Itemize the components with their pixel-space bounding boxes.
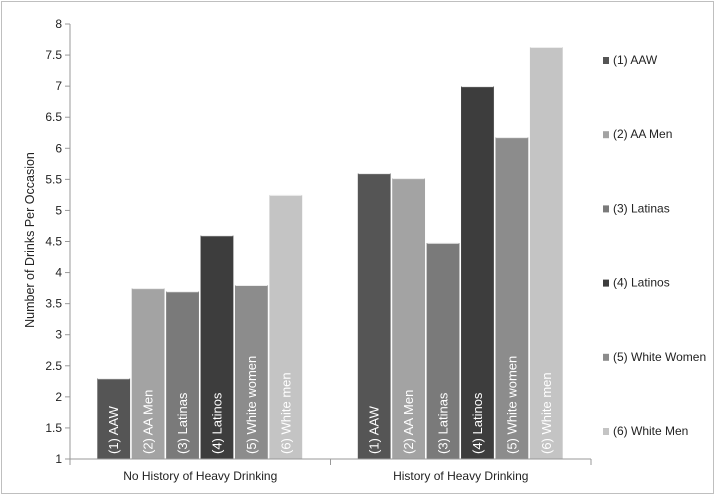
- bar: [391, 177, 426, 460]
- bar: [426, 242, 461, 460]
- y-tick-label: 6.5: [45, 110, 62, 124]
- x-axis-categories: No History of Heavy Drinking History of H…: [69, 458, 592, 483]
- bar-label: (2) AA Men: [401, 390, 416, 454]
- bar: [234, 284, 269, 460]
- y-tick-label: 4.5: [45, 235, 62, 249]
- y-tick-label: 2.5: [45, 359, 62, 373]
- y-tick-label: 3.5: [45, 297, 62, 311]
- legend-swatch: [603, 428, 609, 435]
- y-axis-title: Number of Drinks Per Occasion: [23, 152, 37, 328]
- y-tick-label: 7: [55, 79, 62, 93]
- bar-label: (4) Latinos: [470, 392, 485, 454]
- y-tick-label: 1: [55, 452, 62, 466]
- y-tick-label: 7.5: [45, 48, 62, 62]
- bar-label: (3) Latinas: [436, 392, 451, 454]
- legend-swatch: [603, 131, 609, 139]
- y-tick-label: 8: [55, 17, 62, 31]
- y-axis-ticks: 1 1.5 2 2.5 3 3.5 4 4.5 5 5.5 6 6.5 7 7.5 8: [45, 17, 71, 466]
- bar-label: (2) AA Men: [141, 390, 156, 454]
- bar-label: (6) White men: [278, 372, 293, 454]
- bar: [165, 290, 200, 460]
- y-tick-label: 3: [55, 328, 62, 342]
- y-tick-label: 5.5: [45, 172, 62, 186]
- legend-label: (1) AAW: [613, 53, 658, 67]
- bar: [268, 194, 303, 460]
- legend-swatch: [603, 205, 609, 213]
- bar-label: (5) White women: [504, 356, 519, 454]
- bar-label: (6) White men: [539, 372, 554, 454]
- y-tick-label: 4: [55, 266, 62, 280]
- x-category-label: No History of Heavy Drinking: [123, 469, 277, 483]
- bar: [494, 136, 529, 460]
- legend: (1) AAW (2) AA Men (3) Latinas (4) Latinos (…: [603, 53, 706, 438]
- legend-swatch: [603, 279, 609, 287]
- bar-label: (1) AAW: [106, 405, 121, 454]
- legend-swatch: [603, 57, 609, 64]
- y-tick-label: 2: [55, 390, 62, 404]
- plot-area: (1) AAW (2) AA Men (3) Latinas (4) Latinos (…: [96, 46, 564, 460]
- bar: [199, 234, 234, 460]
- bar-label: (3) Latinas: [175, 392, 190, 454]
- y-tick-label: 1.5: [45, 421, 62, 435]
- y-tick-label: 6: [55, 141, 62, 155]
- legend-label: (3) Latinas: [613, 201, 670, 215]
- bar: [131, 287, 166, 460]
- bar-label: (1) AAW: [367, 405, 382, 454]
- bar-label: (5) White women: [244, 356, 259, 454]
- legend-label: (5) White Women: [613, 350, 706, 364]
- legend-swatch: [603, 353, 609, 361]
- y-tick-label: 5: [55, 203, 62, 217]
- legend-label: (2) AA Men: [613, 127, 672, 141]
- legend-label: (6) White Men: [613, 424, 688, 438]
- x-category-label: History of Heavy Drinking: [393, 469, 528, 483]
- legend-label: (4) Latinos: [613, 276, 670, 290]
- bar: [460, 85, 495, 460]
- bar-label: (4) Latinos: [209, 392, 224, 454]
- bar: [529, 46, 564, 460]
